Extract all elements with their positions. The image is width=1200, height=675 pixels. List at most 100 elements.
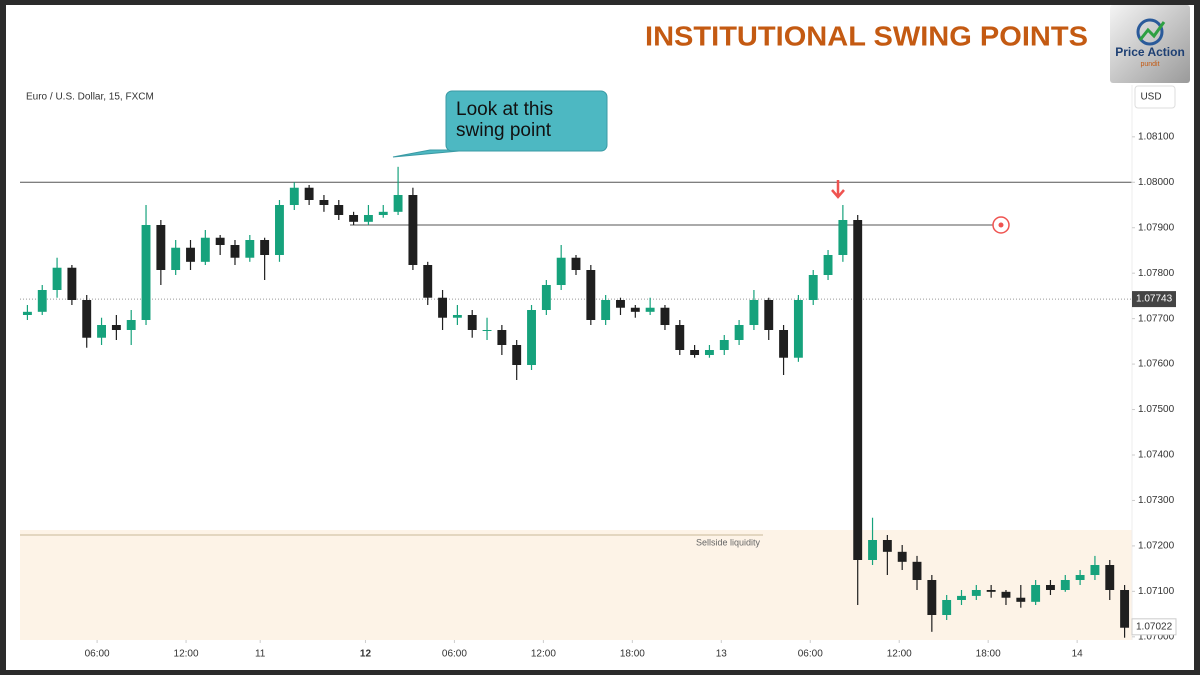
candle-body [927, 580, 937, 615]
y-tick-label: 1.07500 [1138, 404, 1175, 415]
candles [22, 166, 1130, 638]
candle-body [186, 247, 195, 262]
candle-body [171, 247, 181, 270]
candle-body [82, 300, 92, 338]
candle-body [289, 187, 299, 205]
candle-body [838, 220, 848, 255]
symbol: Euro / U.S. Dollar, 15, FXCM [26, 92, 154, 103]
candle-body [378, 211, 388, 215]
candle-body [957, 595, 966, 600]
candle-body [1090, 565, 1100, 575]
x-tick-label: 14 [1072, 649, 1084, 660]
candle-body [897, 551, 907, 562]
candle-body [1075, 575, 1085, 580]
x-tick-label: 11 [255, 649, 266, 660]
candle-body [438, 297, 448, 318]
candle-body [452, 315, 462, 318]
candle-body [200, 237, 210, 262]
candle-body [363, 215, 373, 222]
price-tag-label: 1.07743 [1136, 294, 1173, 305]
title: INSTITUTIONAL SWING POINTS [645, 20, 1088, 51]
candle-body [971, 590, 981, 596]
candle-body [601, 300, 611, 320]
candle-body [22, 311, 32, 315]
y-tick-label: 1.07400 [1138, 450, 1175, 461]
y-tick-label: 1.07300 [1138, 495, 1175, 506]
x-tick-label: 18:00 [620, 649, 645, 660]
candle-body [1120, 590, 1130, 628]
candle-body [67, 267, 77, 300]
x-tick-label: 13 [716, 649, 728, 660]
logo-icon [1138, 21, 1166, 41]
candle-body [704, 350, 714, 355]
target [992, 216, 1010, 234]
candle-body [1105, 565, 1115, 590]
candle-body [586, 270, 596, 320]
y-tick-label: 1.07200 [1138, 541, 1175, 552]
callout [445, 90, 608, 152]
callout-text: Look at this [456, 99, 553, 120]
candle-body [260, 240, 270, 255]
y-tick-label: 1.07600 [1138, 359, 1175, 370]
price-tag [1132, 291, 1176, 308]
zone-label: Sellside liquidity [696, 537, 761, 547]
candle-body [690, 350, 700, 355]
candle-body [482, 330, 492, 331]
candle-body [1001, 591, 1011, 598]
target-dot [998, 222, 1004, 228]
arrow [831, 180, 845, 199]
candle-body [408, 195, 418, 265]
candle-body [275, 205, 284, 255]
candle-body [749, 300, 759, 325]
candle-body [230, 245, 240, 258]
candle-body [645, 307, 655, 312]
candle-body [349, 215, 359, 222]
candle-body [571, 257, 581, 270]
candle-body [719, 340, 729, 350]
candle-body [630, 307, 640, 312]
callout-text: swing point [456, 120, 552, 141]
candle-body [393, 195, 403, 212]
zone-layer: Sellside liquidity [20, 181, 1132, 640]
candle-body [868, 540, 877, 560]
x-tick-label: 12:00 [174, 649, 199, 660]
candle-body [304, 187, 314, 200]
candle-body [823, 255, 833, 275]
y-tick-label: 1.07000 [1138, 631, 1175, 642]
candle-body [660, 307, 670, 325]
candle-body [334, 205, 344, 215]
candle-body [779, 330, 789, 358]
logo-tagline: pundit [1140, 61, 1159, 68]
currency: USD [1140, 92, 1161, 103]
currency-box [1134, 85, 1176, 109]
candle-body [556, 257, 566, 285]
candle-body [986, 590, 996, 592]
candle-body [156, 225, 166, 270]
candle-body [912, 561, 922, 580]
candle-body [853, 220, 863, 560]
y-tick-label: 1.08100 [1138, 131, 1175, 142]
candle-body [126, 320, 136, 330]
logo-icon [1136, 18, 1164, 46]
candle-body [1031, 585, 1041, 602]
candle-body [319, 200, 329, 205]
y-tick-label: 1.07800 [1138, 268, 1175, 279]
candle-body [215, 237, 225, 245]
candle-body [245, 240, 255, 258]
candle-body [1016, 597, 1026, 602]
price-tag-label: 1.07022 [1136, 621, 1173, 632]
candle-body [512, 345, 522, 365]
candle-body [527, 310, 536, 365]
y-tick-label: 1.08000 [1138, 177, 1175, 188]
candle-body [942, 600, 952, 615]
logo-name: Price Action [1115, 45, 1185, 59]
y-tick-label: 1.07100 [1138, 586, 1175, 597]
x-tick-label: 12 [360, 649, 372, 660]
y-tick-label: 1.07900 [1138, 222, 1175, 233]
candle-body [764, 300, 774, 330]
candle-body [467, 315, 477, 330]
candle-body [141, 225, 151, 320]
x-tick-label: 06:00 [798, 649, 823, 660]
x-tick-label: 06:00 [442, 649, 467, 660]
